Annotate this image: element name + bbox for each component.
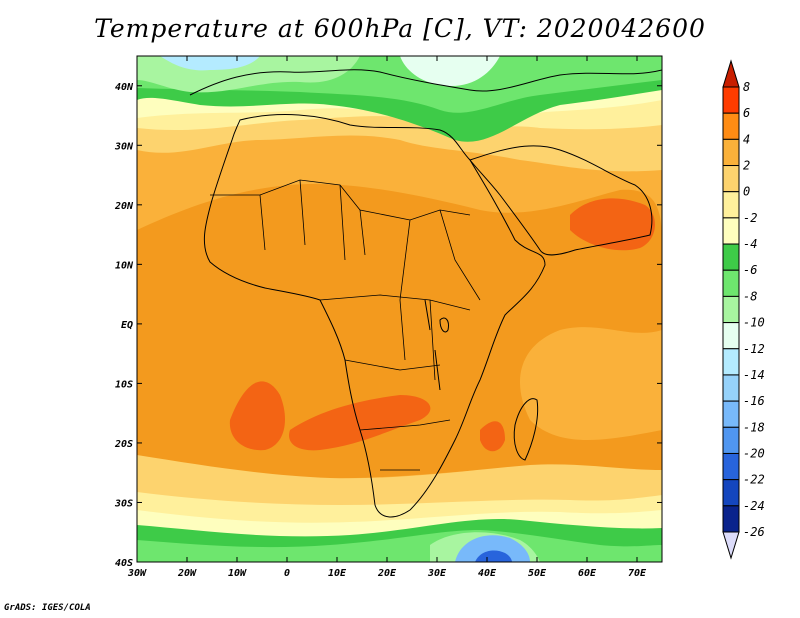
colorbar-label: -16 [743, 394, 765, 408]
colorbar-label: 2 [743, 159, 750, 173]
colorbar-label: 4 [743, 132, 750, 146]
lat-label: 20S [114, 439, 133, 450]
lon-label: 70E [628, 568, 647, 579]
colorbar-segment [722, 452, 740, 481]
lon-label: 40E [478, 568, 497, 579]
colorbar-label: 0 [743, 185, 750, 199]
colorbar-segment [722, 138, 740, 167]
colorbar-label: -24 [743, 499, 765, 513]
lat-label: 30S [114, 498, 133, 509]
lat-label: 10N [115, 260, 134, 271]
colorbar-label: -12 [743, 342, 765, 356]
field-band-north-m12 [160, 56, 260, 71]
colorbar-segment [722, 112, 740, 140]
colorbar-segment [722, 243, 740, 271]
lon-label: 20W [177, 568, 197, 579]
colorbar-bottom-arrow [722, 531, 740, 560]
colorbar-segment [722, 295, 740, 324]
longitude-axis: 30W 20W 10W 0 10E 20E 30E 40E 50E 60E 70E [127, 56, 647, 579]
colorbar-segment [722, 86, 740, 114]
lakes [424, 299, 449, 391]
colorbar: 8 6 4 2 0 -2 -4 -6 -8 -10 -12 -14 -16 -18 -20 -22 -24 -26 [722, 59, 765, 560]
colorbar-segment [722, 479, 740, 507]
arabia-coastline [469, 145, 653, 256]
field-hotspot-arabian-sea [570, 198, 656, 251]
colorbar-label: -10 [743, 316, 765, 330]
lon-label: 20E [377, 568, 397, 579]
field-band-north-m10b [400, 56, 500, 86]
lon-label: 30E [427, 568, 447, 579]
lon-label: 10W [228, 568, 247, 579]
coastlines [189, 69, 662, 518]
lat-label: 40N [115, 82, 134, 93]
colorbar-label: -4 [743, 237, 757, 251]
lon-label: 0 [284, 568, 290, 579]
field-band-south-m18 [475, 550, 512, 562]
field-band-south-m14 [455, 535, 530, 562]
colorbar-label: -8 [743, 289, 757, 303]
madagascar-coastline [513, 398, 539, 461]
lon-label: 10E [328, 568, 347, 579]
africa-coastline [203, 114, 546, 518]
country-borders [210, 179, 481, 471]
lat-label: 10S [115, 379, 133, 390]
plot-frame [136, 55, 663, 563]
colorbar-segment [722, 191, 740, 219]
colorbar-segment [722, 322, 740, 350]
colorbar-segment [722, 426, 740, 454]
colorbar-segment [722, 348, 740, 376]
colorbar-label: -14 [743, 368, 765, 382]
colorbar-segment [722, 505, 740, 533]
colorbar-label: -2 [743, 211, 757, 225]
colorbar-label: -18 [743, 420, 765, 434]
lon-label: 60E [578, 568, 597, 579]
latitude-axis: 40N 30N 20N 10N EQ 10S 20S 30S 40S [114, 82, 662, 569]
colorbar-segment [722, 165, 740, 193]
colorbar-label: -22 [743, 473, 765, 487]
lat-label: 30N [114, 141, 134, 152]
europe-coastline [189, 69, 662, 96]
lat-label: 20N [114, 201, 134, 212]
colorbar-label: 8 [743, 80, 750, 94]
colorbar-label: 6 [743, 106, 750, 120]
colorbar-segment [722, 269, 740, 297]
colorbar-label: -26 [743, 525, 765, 539]
colorbar-top-arrow [722, 59, 740, 88]
credit-text: GrADS: IGES/COLA [4, 603, 91, 613]
field-hotspot-south-atlantic [229, 381, 285, 451]
colorbar-segment [722, 217, 740, 245]
lon-label: 50E [528, 568, 547, 579]
lon-label: 30W [127, 568, 147, 579]
map-plot-area [137, 56, 662, 562]
lat-label: 40S [115, 558, 133, 569]
field-hotspot-madagascar-sea [480, 421, 505, 452]
colorbar-label: -6 [743, 263, 757, 277]
colorbar-label: -20 [743, 446, 765, 460]
map-title: Temperature at 600hPa [C], VT: 202004260… [94, 14, 706, 43]
lat-label: EQ [121, 320, 133, 331]
field-hotspot-angola [289, 395, 431, 451]
colorbar-segment [722, 374, 740, 402]
colorbar-segment [722, 400, 740, 428]
